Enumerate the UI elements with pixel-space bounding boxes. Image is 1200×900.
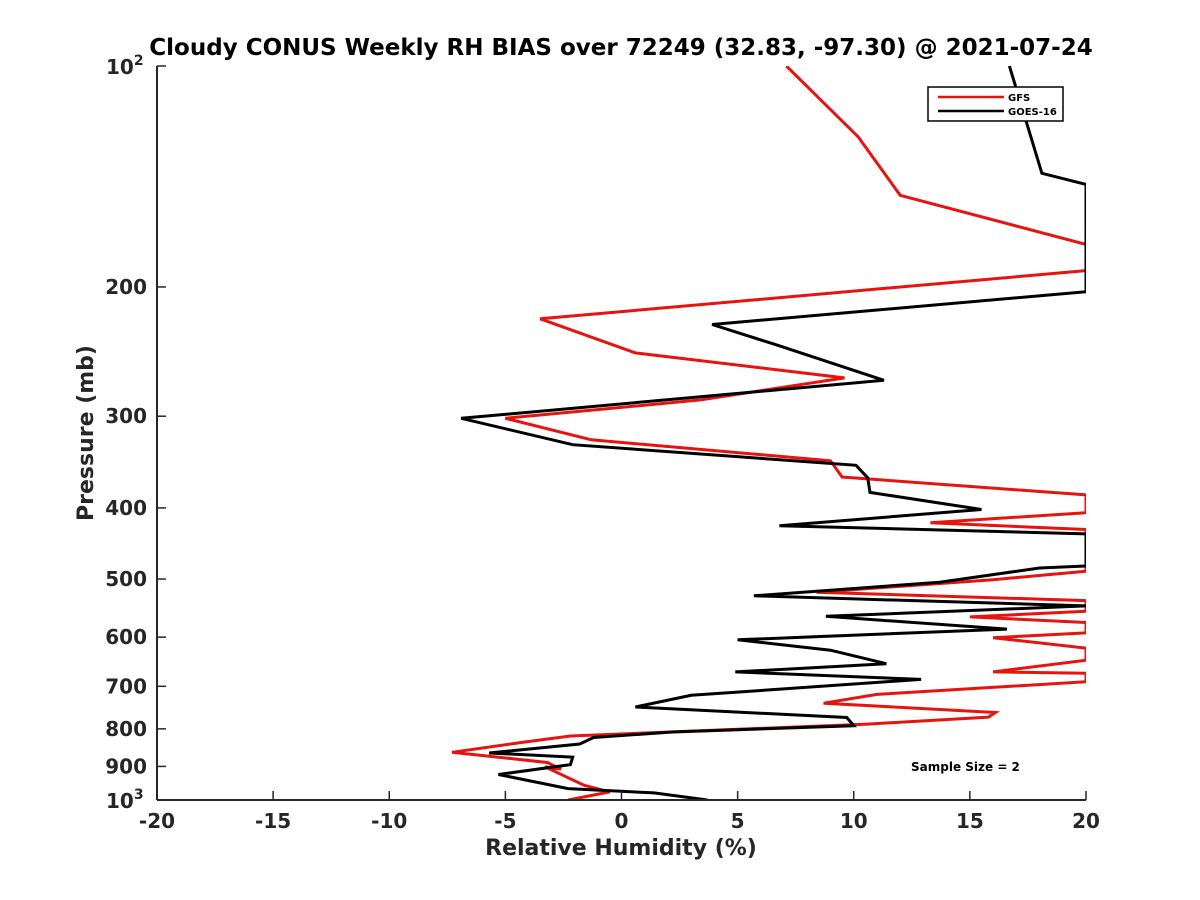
x-tick-label: -15 xyxy=(255,809,291,833)
x-tick-label: 15 xyxy=(956,809,984,833)
series-line-goes16 xyxy=(460,66,1086,800)
legend-label-gfs: GFS xyxy=(1008,93,1030,104)
y-tick-label: 200 xyxy=(105,275,147,299)
y-tick-label: 103 xyxy=(106,787,144,813)
sample-size-annotation: Sample Size = 2 xyxy=(911,760,1020,774)
x-tick-label: 0 xyxy=(615,809,629,833)
series-line-gfs xyxy=(451,66,1086,800)
x-tick-label: 10 xyxy=(840,809,868,833)
x-tick-label: -20 xyxy=(139,809,175,833)
y-axis-label: Pressure (mb) xyxy=(74,345,99,521)
y-tick-label: 600 xyxy=(105,625,147,649)
x-tick-label: 20 xyxy=(1072,809,1100,833)
x-tick-label: 5 xyxy=(731,809,745,833)
y-tick-label: 900 xyxy=(105,754,147,778)
y-tick-label: 300 xyxy=(105,404,147,428)
legend-box xyxy=(927,86,1064,122)
legend-label-goes16: GOES-16 xyxy=(1008,107,1057,118)
x-tick-label: -5 xyxy=(494,809,516,833)
y-tick-label: 400 xyxy=(105,496,147,520)
y-ticks: 102 200 300 400 500 600 700 800 900 103 xyxy=(105,53,166,813)
plot-lines xyxy=(451,66,1086,800)
legend: GFS GOES-16 xyxy=(927,86,1064,122)
y-tick-label: 500 xyxy=(105,567,147,591)
y-tick-label: 102 xyxy=(106,53,144,79)
x-axis-label: Relative Humidity (%) xyxy=(485,836,757,861)
x-ticks: -20 -15 -10 -5 0 5 10 15 20 xyxy=(139,791,1100,833)
chart-title: Cloudy CONUS Weekly RH BIAS over 72249 (… xyxy=(149,35,1092,61)
x-tick-label: -10 xyxy=(371,809,407,833)
y-tick-label: 800 xyxy=(105,717,147,741)
y-tick-label: 700 xyxy=(105,674,147,698)
